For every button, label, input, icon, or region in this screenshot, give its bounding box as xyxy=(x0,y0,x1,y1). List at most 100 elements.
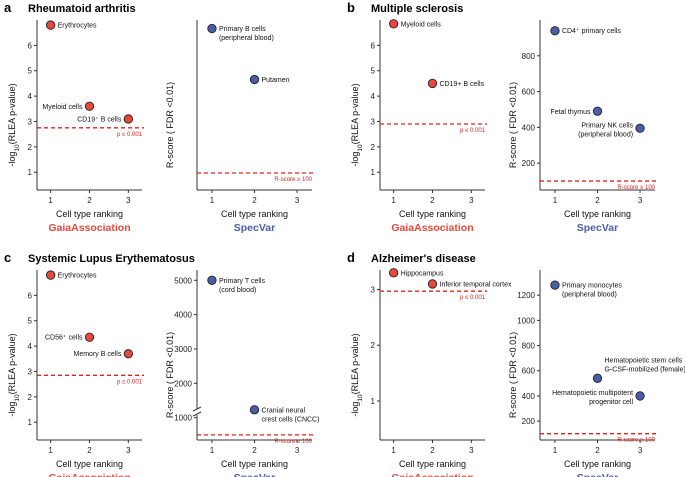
y-tick-label: 1000 xyxy=(517,316,535,325)
y-tick-label: 3000 xyxy=(174,345,192,354)
data-point xyxy=(46,270,56,280)
x-tick-label: 1 xyxy=(210,446,215,455)
y-tick-label: 800 xyxy=(522,342,536,351)
y-tick-label: 200 xyxy=(522,159,536,168)
plot-right-b: 200 400 600 800 1 2 3 R-score ≥ 100 Cell type ra… xyxy=(508,20,657,234)
threshold-label: p ≤ 0.001 xyxy=(460,295,486,301)
point-label: Hematopoietic multipotent xyxy=(552,390,633,397)
y-tick-label: 6 xyxy=(28,291,33,300)
y-axis-label: R-score ( FDR <0.01) xyxy=(508,332,518,418)
data-point xyxy=(427,78,438,89)
panel-title: Multiple sclerosis xyxy=(371,3,463,15)
plot-left-b: 1 2 3 4 5 6 1 2 3 p ≤ 0.001 Cell type ranking GaiaA… xyxy=(350,19,487,234)
data-point xyxy=(123,349,134,359)
point-label: Primary monocytes xyxy=(562,283,622,290)
point-label: Erythrocytes xyxy=(58,23,97,30)
panel-title: Systemic Lupus Erythematosus xyxy=(28,253,195,265)
data-point xyxy=(84,101,95,111)
point-label: Primary T cells xyxy=(219,278,266,285)
point-label: (cord blood) xyxy=(219,287,256,294)
data-point xyxy=(592,106,603,116)
point-label: (peripheral blood) xyxy=(219,35,274,42)
x-tick-label: 2 xyxy=(430,196,435,205)
x-axis-label: Cell type ranking xyxy=(564,209,631,219)
threshold-label: p ≤ 0.001 xyxy=(460,128,486,134)
y-tick-label: 4000 xyxy=(174,311,192,320)
plot-right-c: 1000 2000 3000 4000 5000 1 2 3R-score ≥ 100 Cell… xyxy=(165,270,319,477)
data-point xyxy=(84,332,95,342)
y-tick-label: 2 xyxy=(28,393,33,402)
axis-break-mark xyxy=(192,411,202,417)
y-tick-label: 3 xyxy=(28,367,33,376)
y-axis-label: -log10(RLEA p-value) xyxy=(350,333,364,416)
point-label: Memory B cells xyxy=(74,351,122,358)
data-point xyxy=(427,279,438,289)
point-label: (peripheral blood) xyxy=(562,292,617,299)
plot-left-a: 1 2 3 4 5 6 1 2 3 p ≤ 0.001 Cell type ranking GaiaA… xyxy=(7,20,144,234)
point-label: CD56⁺ cells xyxy=(45,335,83,342)
y-tick-label: 4 xyxy=(28,342,33,351)
x-tick-label: 2 xyxy=(252,196,257,205)
method-label: SpecVar xyxy=(234,222,275,234)
x-tick-label: 2 xyxy=(430,446,435,455)
y-tick-label: 3 xyxy=(371,286,376,295)
point-label: Myeloid cells xyxy=(42,104,83,111)
y-tick-label: 3 xyxy=(28,117,33,126)
method-label: GaiaAssociation xyxy=(48,222,130,234)
y-tick-label: 4 xyxy=(371,92,376,101)
point-label: Erythrocytes xyxy=(58,273,97,280)
y-tick-label: 5 xyxy=(28,317,33,326)
y-tick-label: 3 xyxy=(371,117,376,126)
panel-letter: d xyxy=(347,250,355,265)
point-label: Putamen xyxy=(262,77,290,84)
x-axis-label: Cell type ranking xyxy=(399,459,466,469)
panel-title: Alzheimer's disease xyxy=(371,253,476,265)
data-point xyxy=(388,19,399,29)
y-tick-label: 2 xyxy=(371,341,376,350)
method-label: SpecVar xyxy=(577,222,618,234)
point-label: crest cells (CNCC) xyxy=(262,416,320,423)
data-point xyxy=(123,114,134,124)
y-tick-label: 5 xyxy=(28,67,33,76)
axis-break-mark xyxy=(192,406,202,412)
x-axis-label: Cell type ranking xyxy=(56,459,123,469)
x-axis-label: Cell type ranking xyxy=(56,209,123,219)
data-point xyxy=(207,23,217,34)
x-tick-label: 2 xyxy=(252,446,257,455)
method-label: SpecVar xyxy=(234,472,275,477)
x-tick-label: 3 xyxy=(469,446,474,455)
plot-left-d: 1 2 3 1 2 3 p ≤ 0.001 Cell type ranking GaiaAsso… xyxy=(350,268,512,477)
y-tick-label: 6 xyxy=(28,41,33,50)
panel-letter: b xyxy=(347,0,355,15)
point-label: progenitor cell xyxy=(589,399,633,406)
threshold-label: R-score ≥ 100 xyxy=(274,177,312,183)
point-label: Hematopoietic stem cells xyxy=(605,357,683,364)
x-tick-label: 1 xyxy=(553,446,558,455)
data-point xyxy=(635,123,645,133)
threshold-label: p ≤ 0.001 xyxy=(117,132,143,138)
x-tick-label: 3 xyxy=(295,196,300,205)
y-tick-label: 1000 xyxy=(174,414,192,423)
x-axis-label: Cell type ranking xyxy=(564,459,631,469)
y-axis-label: -log10(RLEA p-value) xyxy=(7,333,21,416)
x-tick-label: 3 xyxy=(638,446,643,455)
point-label: CD19+ B cells xyxy=(440,81,485,88)
method-label: SpecVar xyxy=(577,472,618,477)
y-axis-label: -log10(RLEA p-value) xyxy=(7,83,21,166)
x-tick-label: 2 xyxy=(595,446,600,455)
y-tick-label: 1 xyxy=(371,168,376,177)
panel-a: a Rheumatoid arthritis xyxy=(4,0,136,15)
data-point xyxy=(249,74,260,85)
data-point xyxy=(550,280,560,290)
threshold-label: R-score ≥ 100 xyxy=(617,185,655,191)
panel-c: c Systemic Lupus Erythematosus xyxy=(4,250,195,265)
x-axis-label: Cell type ranking xyxy=(399,209,466,219)
x-axis-label: Cell type ranking xyxy=(221,209,288,219)
data-point xyxy=(550,26,560,36)
x-tick-label: 2 xyxy=(87,446,92,455)
x-tick-label: 3 xyxy=(126,196,131,205)
y-tick-label: 1200 xyxy=(517,291,535,300)
panel-title: Rheumatoid arthritis xyxy=(28,3,136,15)
panel-b: b Multiple sclerosis xyxy=(347,0,463,15)
